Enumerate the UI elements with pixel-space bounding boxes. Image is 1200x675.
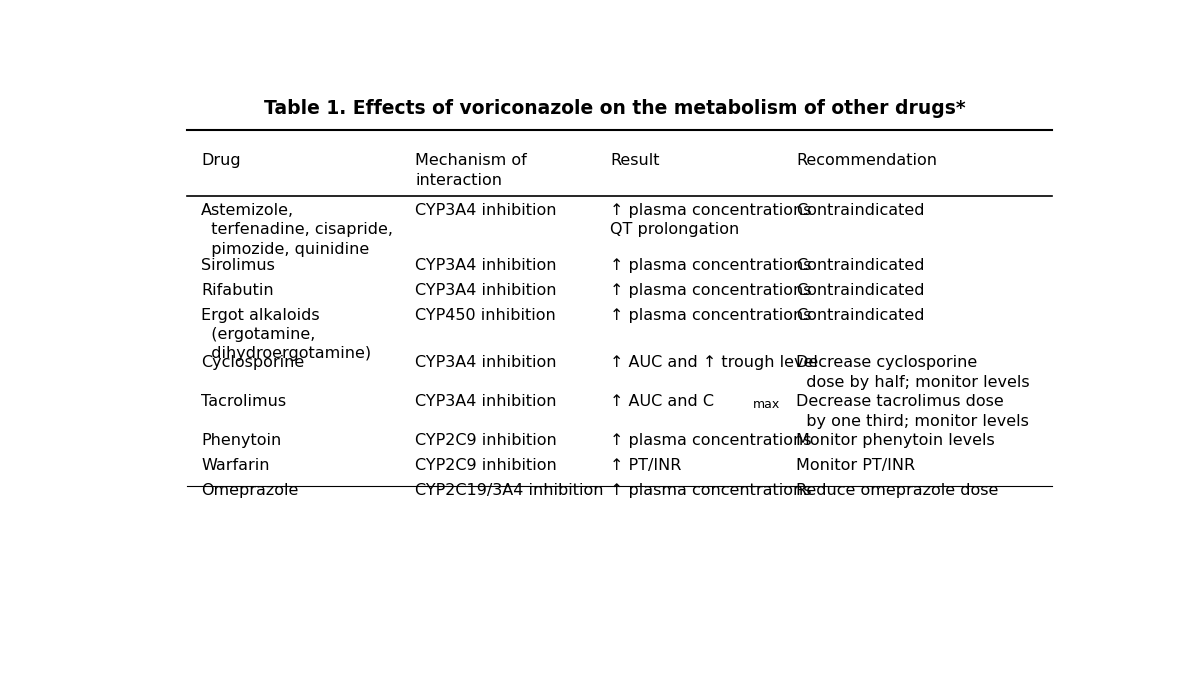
- Text: ↑ AUC and ↑ trough level: ↑ AUC and ↑ trough level: [611, 356, 818, 371]
- Text: CYP3A4 inhibition: CYP3A4 inhibition: [415, 203, 557, 218]
- Text: Mechanism of
interaction: Mechanism of interaction: [415, 153, 527, 188]
- Text: Warfarin: Warfarin: [202, 458, 270, 473]
- Text: max: max: [752, 398, 780, 410]
- Text: CYP3A4 inhibition: CYP3A4 inhibition: [415, 356, 557, 371]
- Text: Tacrolimus: Tacrolimus: [202, 394, 287, 410]
- Text: ↑ plasma concentrations: ↑ plasma concentrations: [611, 283, 812, 298]
- Text: Astemizole,
  terfenadine, cisapride,
  pimozide, quinidine: Astemizole, terfenadine, cisapride, pimo…: [202, 203, 394, 256]
- Text: Ergot alkaloids
  (ergotamine,
  dihydroergotamine): Ergot alkaloids (ergotamine, dihydroergo…: [202, 308, 371, 361]
- Text: ↑ plasma concentrations: ↑ plasma concentrations: [611, 433, 812, 448]
- Text: Result: Result: [611, 153, 660, 167]
- Text: ↑ plasma concentrations: ↑ plasma concentrations: [611, 483, 812, 498]
- Text: Table 1. Effects of voriconazole on the metabolism of other drugs*: Table 1. Effects of voriconazole on the …: [264, 99, 966, 118]
- Text: CYP2C19/3A4 inhibition: CYP2C19/3A4 inhibition: [415, 483, 604, 498]
- Text: Contraindicated: Contraindicated: [797, 283, 925, 298]
- Text: CYP3A4 inhibition: CYP3A4 inhibition: [415, 283, 557, 298]
- Text: Contraindicated: Contraindicated: [797, 203, 925, 218]
- Text: Omeprazole: Omeprazole: [202, 483, 299, 498]
- Text: Contraindicated: Contraindicated: [797, 258, 925, 273]
- Text: CYP2C9 inhibition: CYP2C9 inhibition: [415, 458, 557, 473]
- Text: Monitor phenytoin levels: Monitor phenytoin levels: [797, 433, 995, 448]
- Text: Decrease tacrolimus dose
  by one third; monitor levels: Decrease tacrolimus dose by one third; m…: [797, 394, 1030, 429]
- Text: ↑ plasma concentrations: ↑ plasma concentrations: [611, 308, 812, 323]
- Text: Contraindicated: Contraindicated: [797, 308, 925, 323]
- Text: Cyclosporine: Cyclosporine: [202, 356, 305, 371]
- Text: CYP3A4 inhibition: CYP3A4 inhibition: [415, 394, 557, 410]
- Text: ↑ plasma concentrations
QT prolongation: ↑ plasma concentrations QT prolongation: [611, 203, 812, 238]
- Text: ↑ PT/INR: ↑ PT/INR: [611, 458, 682, 473]
- Text: Drug: Drug: [202, 153, 241, 167]
- Text: CYP450 inhibition: CYP450 inhibition: [415, 308, 556, 323]
- Text: CYP2C9 inhibition: CYP2C9 inhibition: [415, 433, 557, 448]
- Text: Reduce omeprazole dose: Reduce omeprazole dose: [797, 483, 998, 498]
- Text: Decrease cyclosporine
  dose by half; monitor levels: Decrease cyclosporine dose by half; moni…: [797, 356, 1030, 389]
- Text: CYP3A4 inhibition: CYP3A4 inhibition: [415, 258, 557, 273]
- Text: ↑ plasma concentrations: ↑ plasma concentrations: [611, 258, 812, 273]
- Text: Sirolimus: Sirolimus: [202, 258, 275, 273]
- Text: Rifabutin: Rifabutin: [202, 283, 274, 298]
- Text: ↑ AUC and C: ↑ AUC and C: [611, 394, 714, 410]
- Text: Phenytoin: Phenytoin: [202, 433, 281, 448]
- Text: Monitor PT/INR: Monitor PT/INR: [797, 458, 916, 473]
- Text: Recommendation: Recommendation: [797, 153, 937, 167]
